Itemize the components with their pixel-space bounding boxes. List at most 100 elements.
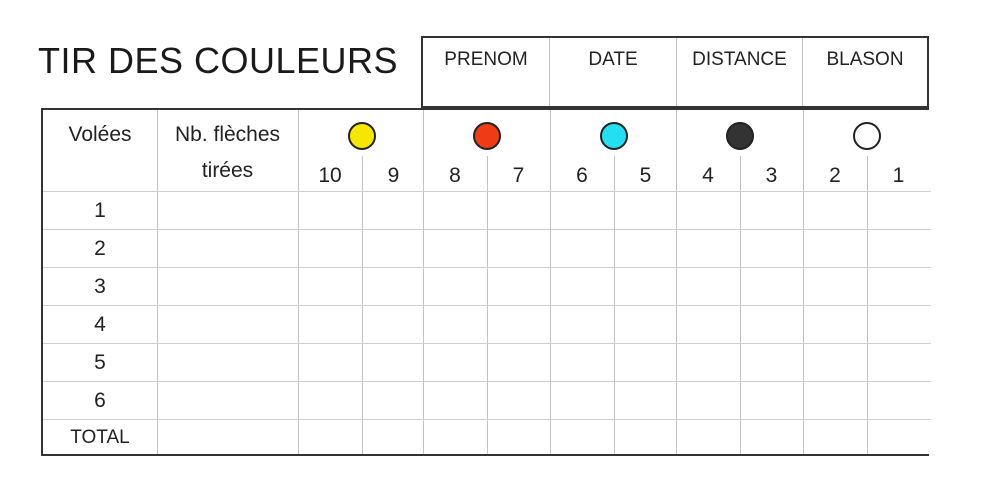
- score-entry-cell[interactable]: [298, 305, 362, 343]
- score-entry-cell[interactable]: [676, 191, 740, 229]
- column-divider: [157, 110, 158, 454]
- score-value-label: 1: [892, 164, 905, 187]
- score-entry-cell[interactable]: [550, 381, 614, 419]
- score-entry-cell[interactable]: [157, 343, 298, 381]
- score-entry-cell[interactable]: [550, 343, 614, 381]
- score-entry-cell[interactable]: [423, 305, 487, 343]
- volees-header: Volées: [68, 123, 132, 146]
- info-header-box: PRENOM DATE DISTANCE BLASON: [421, 36, 929, 108]
- column-divider: [423, 110, 424, 454]
- score-entry-cell[interactable]: [550, 191, 614, 229]
- score-entry-cell[interactable]: [614, 191, 677, 229]
- score-entry-cell[interactable]: [487, 419, 550, 457]
- score-entry-cell[interactable]: [487, 191, 550, 229]
- score-entry-cell[interactable]: [157, 381, 298, 419]
- score-entry-cell[interactable]: [298, 343, 362, 381]
- score-value-label: 6: [576, 164, 588, 187]
- score-entry-cell[interactable]: [362, 305, 425, 343]
- score-entry-cell[interactable]: [362, 229, 425, 267]
- score-entry-cell[interactable]: [803, 381, 867, 419]
- score-entry-cell[interactable]: [298, 191, 362, 229]
- score-entry-cell[interactable]: [487, 267, 550, 305]
- score-entry-cell[interactable]: [676, 267, 740, 305]
- score-entry-cell[interactable]: [550, 419, 614, 457]
- score-entry-cell[interactable]: [614, 343, 677, 381]
- prenom-header: PRENOM: [423, 38, 550, 106]
- score-entry-cell[interactable]: [298, 267, 362, 305]
- cyan-dot: [599, 122, 628, 150]
- blason-header: BLASON: [826, 49, 904, 70]
- row-divider: [43, 381, 931, 382]
- score-value-label: 10: [318, 164, 342, 187]
- score-entry-cell[interactable]: [676, 343, 740, 381]
- score-entry-cell[interactable]: [740, 267, 803, 305]
- score-value-label: 3: [765, 164, 778, 187]
- score-entry-cell[interactable]: [423, 381, 487, 419]
- score-entry-cell[interactable]: [362, 191, 425, 229]
- row-divider: [157, 191, 931, 192]
- score-entry-cell[interactable]: [867, 419, 930, 457]
- score-entry-cell[interactable]: [487, 381, 550, 419]
- volee-row-label: 6: [94, 389, 106, 412]
- score-entry-cell[interactable]: [423, 267, 487, 305]
- score-entry-cell[interactable]: [298, 381, 362, 419]
- score-entry-cell[interactable]: [740, 381, 803, 419]
- score-entry-cell[interactable]: [803, 229, 867, 267]
- score-entry-cell[interactable]: [867, 343, 930, 381]
- score-entry-cell[interactable]: [487, 305, 550, 343]
- score-entry-cell[interactable]: [423, 343, 487, 381]
- score-entry-cell[interactable]: [362, 381, 425, 419]
- column-divider: [298, 110, 299, 454]
- score-entry-cell[interactable]: [157, 229, 298, 267]
- score-entry-cell[interactable]: [676, 305, 740, 343]
- volee-row-label: 4: [94, 313, 106, 336]
- score-entry-cell[interactable]: [362, 419, 425, 457]
- score-entry-cell[interactable]: [362, 267, 425, 305]
- nb-fleches-header-line1: Nb. flèches: [174, 123, 281, 146]
- score-entry-cell[interactable]: [157, 419, 298, 457]
- score-entry-cell[interactable]: [157, 267, 298, 305]
- score-entry-cell[interactable]: [550, 229, 614, 267]
- score-entry-cell[interactable]: [803, 419, 867, 457]
- score-entry-cell[interactable]: [803, 191, 867, 229]
- score-entry-cell[interactable]: [867, 191, 930, 229]
- score-entry-cell[interactable]: [740, 229, 803, 267]
- score-entry-cell[interactable]: [614, 305, 677, 343]
- score-entry-cell[interactable]: [423, 229, 487, 267]
- score-entry-cell[interactable]: [740, 343, 803, 381]
- score-entry-cell[interactable]: [298, 419, 362, 457]
- score-entry-cell[interactable]: [676, 229, 740, 267]
- score-entry-cell[interactable]: [676, 419, 740, 457]
- score-entry-cell[interactable]: [362, 343, 425, 381]
- score-entry-cell[interactable]: [740, 305, 803, 343]
- score-entry-cell[interactable]: [803, 305, 867, 343]
- score-entry-cell[interactable]: [740, 419, 803, 457]
- score-entry-cell[interactable]: [803, 343, 867, 381]
- score-entry-cell[interactable]: [867, 267, 930, 305]
- score-entry-cell[interactable]: [803, 267, 867, 305]
- volee-row-label: 2: [94, 237, 106, 260]
- page-title: TIR DES COULEURS: [38, 40, 399, 81]
- white-dot: [852, 122, 881, 150]
- score-entry-cell[interactable]: [423, 191, 487, 229]
- score-entry-cell[interactable]: [614, 229, 677, 267]
- score-entry-cell[interactable]: [298, 229, 362, 267]
- volee-row-label: 1: [94, 199, 106, 222]
- score-entry-cell[interactable]: [550, 267, 614, 305]
- score-entry-cell[interactable]: [157, 191, 298, 229]
- score-entry-cell[interactable]: [740, 191, 803, 229]
- score-entry-cell[interactable]: [550, 305, 614, 343]
- score-entry-cell[interactable]: [614, 381, 677, 419]
- score-entry-cell[interactable]: [867, 229, 930, 267]
- score-entry-cell[interactable]: [867, 381, 930, 419]
- score-entry-cell[interactable]: [614, 267, 677, 305]
- score-entry-cell[interactable]: [487, 229, 550, 267]
- score-grid: Volées Nb. flèches tirées 10 9 8 7 6 5 4 3 2 1 1 2 3…: [41, 108, 931, 457]
- score-entry-cell[interactable]: [614, 419, 677, 457]
- score-entry-cell[interactable]: [867, 305, 930, 343]
- row-divider: [43, 229, 931, 230]
- score-entry-cell[interactable]: [487, 343, 550, 381]
- score-entry-cell[interactable]: [676, 381, 740, 419]
- score-entry-cell[interactable]: [423, 419, 487, 457]
- score-entry-cell[interactable]: [157, 305, 298, 343]
